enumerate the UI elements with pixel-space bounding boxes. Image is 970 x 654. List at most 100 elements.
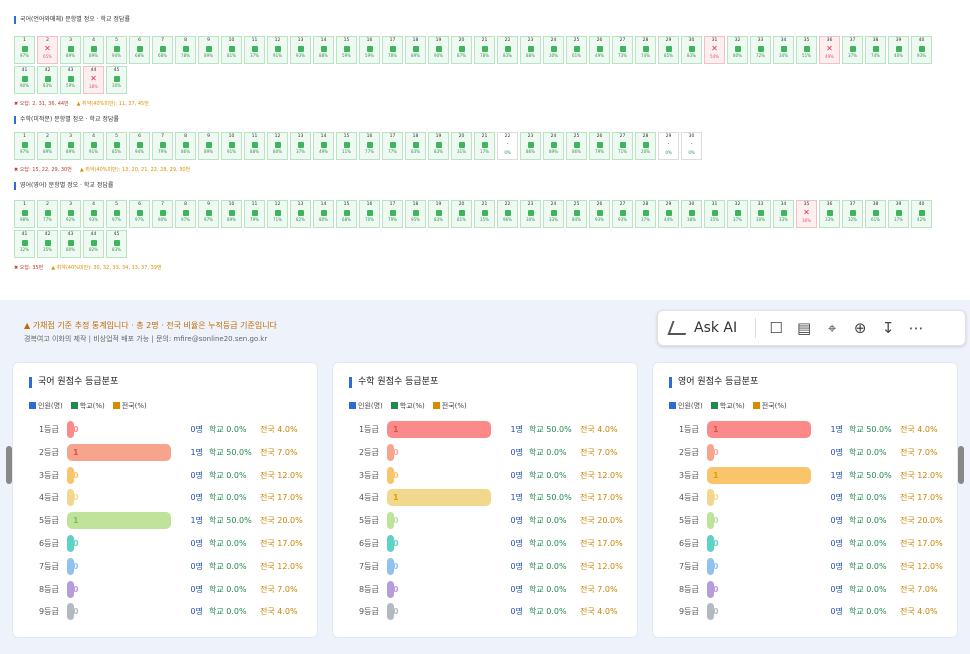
item-cell[interactable]: 22 83% — [497, 36, 518, 64]
item-cell[interactable]: 36 33% — [819, 200, 840, 228]
item-cell[interactable]: 10 91% — [221, 132, 242, 160]
item-cell[interactable]: 22 · 0% — [497, 132, 518, 160]
item-cell[interactable]: 23 30% — [520, 200, 541, 228]
item-cell[interactable]: 16 70% — [359, 200, 380, 228]
item-cell[interactable]: 13 93% — [290, 36, 311, 64]
item-cell[interactable]: 17 77% — [382, 132, 403, 160]
item-cell[interactable]: 19 83% — [428, 200, 449, 228]
item-cell[interactable]: 25 61% — [566, 36, 587, 64]
item-cell[interactable]: 29 85% — [658, 36, 679, 64]
item-cell[interactable]: 26 93% — [589, 200, 610, 228]
item-cell[interactable]: 44 ✕ 38% — [83, 66, 104, 94]
item-cell[interactable]: 32 37% — [727, 200, 748, 228]
item-cell[interactable]: 24 89% — [543, 132, 564, 160]
item-cell[interactable]: 27 73% — [612, 36, 633, 64]
item-cell[interactable]: 18 89% — [405, 36, 426, 64]
item-cell[interactable]: 40 42% — [911, 200, 932, 228]
item-cell[interactable]: 6 68% — [129, 36, 150, 64]
item-cell[interactable]: 4 93% — [83, 200, 104, 228]
item-cell[interactable]: 26 49% — [589, 36, 610, 64]
item-cell[interactable]: 41 32% — [14, 230, 35, 258]
item-cell[interactable]: 31 ✕ 54% — [704, 36, 725, 64]
item-cell[interactable]: 25 84% — [566, 200, 587, 228]
item-cell[interactable]: 43 80% — [60, 230, 81, 258]
item-cell[interactable]: 10 81% — [221, 36, 242, 64]
item-cell[interactable]: 13 37% — [290, 132, 311, 160]
item-cell[interactable]: 5 94% — [106, 36, 127, 64]
item-cell[interactable]: 2 77% — [37, 200, 58, 228]
item-cell[interactable]: 3 92% — [60, 200, 81, 228]
item-cell[interactable]: 12 71% — [267, 200, 288, 228]
item-cell[interactable]: 23 88% — [520, 36, 541, 64]
summary-icon[interactable]: ▤ — [797, 319, 812, 337]
item-cell[interactable]: 7 68% — [152, 36, 173, 64]
item-cell[interactable]: 2 ✕ 65% — [37, 36, 58, 64]
item-cell[interactable]: 42 35% — [37, 230, 58, 258]
item-cell[interactable]: 14 88% — [313, 36, 334, 64]
item-cell[interactable]: 19 90% — [428, 36, 449, 64]
item-cell[interactable]: 20 87% — [451, 36, 472, 64]
item-cell[interactable]: 16 77% — [359, 132, 380, 160]
item-cell[interactable]: 33 72% — [750, 36, 771, 64]
item-cell[interactable]: 27 71% — [612, 132, 633, 160]
item-cell[interactable]: 8 86% — [175, 132, 196, 160]
item-cell[interactable]: 21 35% — [474, 200, 495, 228]
item-cell[interactable]: 17 79% — [382, 200, 403, 228]
item-cell[interactable]: 41 90% — [14, 66, 35, 94]
item-cell[interactable]: 35 51% — [796, 36, 817, 64]
item-cell[interactable]: 31 35% — [704, 200, 725, 228]
item-cell[interactable]: 34 33% — [773, 200, 794, 228]
item-cell[interactable]: 18 95% — [405, 200, 426, 228]
item-cell[interactable]: 30 38% — [681, 200, 702, 228]
item-cell[interactable]: 29 44% — [658, 200, 679, 228]
item-cell[interactable]: 43 59% — [60, 66, 81, 94]
right-scrollbar[interactable] — [958, 446, 964, 484]
item-cell[interactable]: 24 33% — [543, 200, 564, 228]
item-cell[interactable]: 15 68% — [336, 200, 357, 228]
item-cell[interactable]: 2 89% — [37, 132, 58, 160]
item-cell[interactable]: 37 32% — [842, 200, 863, 228]
item-cell[interactable]: 11 79% — [244, 200, 265, 228]
item-cell[interactable]: 37 37% — [842, 36, 863, 64]
item-cell[interactable]: 28 74% — [635, 36, 656, 64]
item-cell[interactable]: 35 ✕ 36% — [796, 200, 817, 228]
item-cell[interactable]: 42 83% — [37, 66, 58, 94]
item-cell[interactable]: 15 59% — [336, 36, 357, 64]
item-cell[interactable]: 5 85% — [106, 132, 127, 160]
item-cell[interactable]: 14 49% — [313, 132, 334, 160]
item-cell[interactable]: 40 93% — [911, 36, 932, 64]
item-cell[interactable]: 1 98% — [14, 200, 35, 228]
item-cell[interactable]: 7 90% — [152, 200, 173, 228]
item-cell[interactable]: 17 78% — [382, 36, 403, 64]
item-cell[interactable]: 34 34% — [773, 36, 794, 64]
item-cell[interactable]: 3 89% — [60, 132, 81, 160]
ask-ai-button[interactable]: Ask AI — [658, 310, 749, 346]
item-cell[interactable]: 1 97% — [14, 132, 35, 160]
item-cell[interactable]: 30 · 0% — [681, 132, 702, 160]
item-cell[interactable]: 25 86% — [566, 132, 587, 160]
item-cell[interactable]: 4 91% — [83, 132, 104, 160]
item-cell[interactable]: 21 78% — [474, 36, 495, 64]
item-cell[interactable]: 3 89% — [60, 36, 81, 64]
item-cell[interactable]: 28 20% — [635, 132, 656, 160]
item-cell[interactable]: 1 97% — [14, 36, 35, 64]
item-cell[interactable]: 39 40% — [888, 36, 909, 64]
item-cell[interactable]: 44 82% — [83, 230, 104, 258]
item-cell[interactable]: 9 97% — [198, 200, 219, 228]
item-cell[interactable]: 12 91% — [267, 36, 288, 64]
item-cell[interactable]: 22 96% — [497, 200, 518, 228]
item-cell[interactable]: 20 81% — [451, 200, 472, 228]
comment-icon[interactable]: ☐ — [769, 319, 783, 337]
item-cell[interactable]: 26 79% — [589, 132, 610, 160]
item-cell[interactable]: 18 83% — [405, 132, 426, 160]
item-cell[interactable]: 32 80% — [727, 36, 748, 64]
left-scrollbar[interactable] — [6, 446, 12, 484]
item-cell[interactable]: 9 89% — [198, 36, 219, 64]
item-cell[interactable]: 11 37% — [244, 36, 265, 64]
download-icon[interactable]: ↧ — [881, 319, 895, 337]
item-cell[interactable]: 11 88% — [244, 132, 265, 160]
more-icon[interactable]: ⋯ — [908, 319, 924, 337]
item-cell[interactable]: 30 83% — [681, 36, 702, 64]
item-cell[interactable]: 39 37% — [888, 200, 909, 228]
zoom-in-icon[interactable]: ⊕ — [853, 319, 867, 337]
